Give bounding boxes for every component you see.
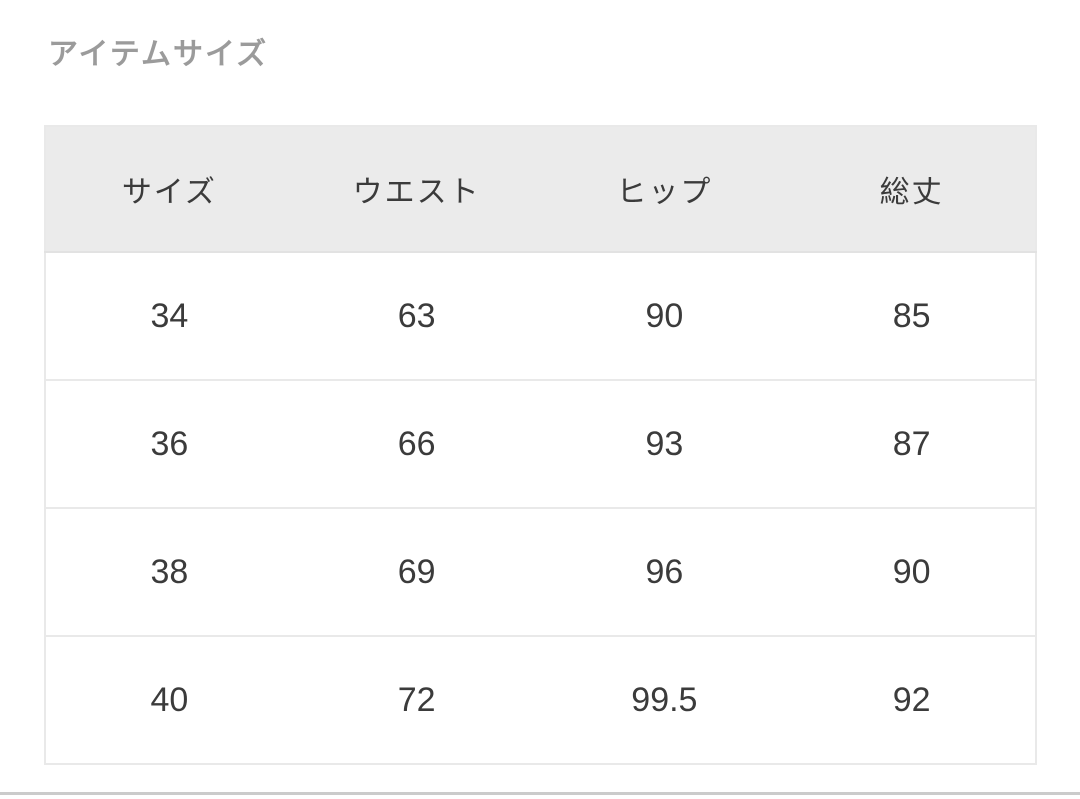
cell-hip: 93 [540,379,789,508]
size-table-header: サイズ ウエスト ヒップ 総丈 [45,126,1036,253]
cell-waist: 69 [292,507,541,636]
table-row: 36 66 93 87 [45,379,1036,508]
column-header-waist: ウエスト [292,126,541,253]
cell-hip: 90 [540,252,789,380]
cell-size: 34 [45,252,293,380]
cell-length: 87 [788,379,1036,508]
table-row: 38 69 96 90 [45,507,1036,636]
item-size-table: サイズ ウエスト ヒップ 総丈 34 63 90 85 36 66 93 87 … [44,125,1037,765]
cell-length: 85 [788,252,1036,380]
cell-waist: 63 [292,252,541,380]
cell-size: 36 [45,379,293,508]
cell-waist: 72 [292,635,541,764]
cell-size: 38 [45,507,293,636]
cell-hip: 96 [540,507,789,636]
column-header-length: 総丈 [788,126,1036,253]
cell-hip: 99.5 [540,635,789,764]
section-divider [0,792,1080,795]
table-row: 40 72 99.5 92 [45,635,1036,764]
cell-length: 92 [788,635,1036,764]
header-row: サイズ ウエスト ヒップ 総丈 [45,126,1036,253]
cell-size: 40 [45,635,293,764]
size-table-body: 34 63 90 85 36 66 93 87 38 69 96 90 40 7… [45,252,1036,764]
column-header-size: サイズ [45,126,293,253]
column-header-hip: ヒップ [540,126,789,253]
cell-length: 90 [788,507,1036,636]
table-row: 34 63 90 85 [45,252,1036,380]
section-title-item-size: アイテムサイズ [48,38,269,71]
cell-waist: 66 [292,379,541,508]
